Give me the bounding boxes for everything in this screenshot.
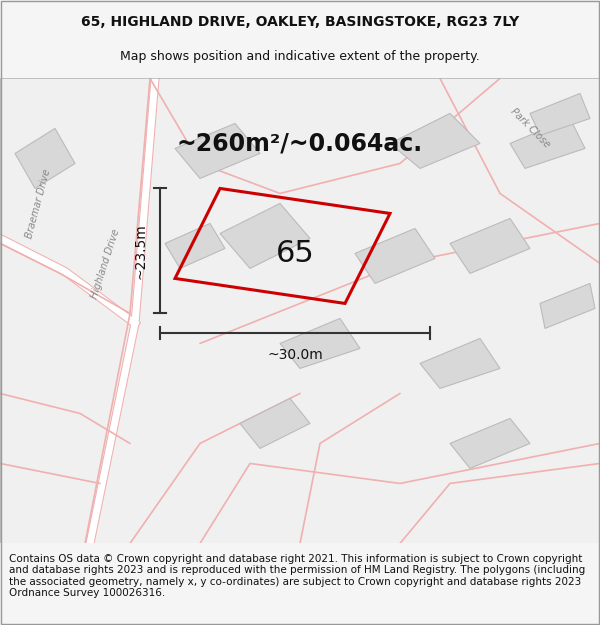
Polygon shape (175, 124, 260, 179)
Text: ~23.5m: ~23.5m (134, 223, 148, 279)
Text: Braemar Drive: Braemar Drive (24, 168, 52, 239)
Text: 65, HIGHLAND DRIVE, OAKLEY, BASINGSTOKE, RG23 7LY: 65, HIGHLAND DRIVE, OAKLEY, BASINGSTOKE,… (81, 15, 519, 29)
Polygon shape (420, 339, 500, 388)
Polygon shape (510, 119, 585, 168)
Polygon shape (280, 318, 360, 368)
Text: Park Close: Park Close (508, 107, 551, 150)
Text: 65: 65 (275, 239, 314, 268)
Polygon shape (390, 114, 480, 168)
Text: ~260m²/~0.064ac.: ~260m²/~0.064ac. (177, 131, 423, 156)
Polygon shape (165, 223, 225, 269)
Polygon shape (450, 419, 530, 469)
Text: ~30.0m: ~30.0m (267, 349, 323, 362)
Polygon shape (220, 204, 310, 269)
Text: Contains OS data © Crown copyright and database right 2021. This information is : Contains OS data © Crown copyright and d… (9, 554, 585, 598)
Polygon shape (355, 228, 435, 284)
Text: Map shows position and indicative extent of the property.: Map shows position and indicative extent… (120, 50, 480, 62)
Polygon shape (450, 218, 530, 274)
Polygon shape (240, 399, 310, 449)
Text: Highland Drive: Highland Drive (89, 228, 121, 299)
Polygon shape (15, 129, 75, 189)
Polygon shape (540, 284, 595, 329)
Polygon shape (530, 93, 590, 136)
